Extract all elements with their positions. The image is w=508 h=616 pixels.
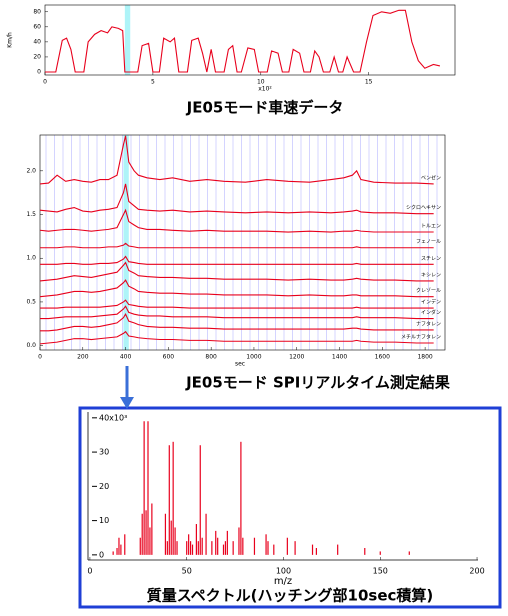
y-tick-label: 2.0 xyxy=(26,167,36,174)
y-tick-label: 40x10³ xyxy=(99,413,127,422)
series-label: クレゾール xyxy=(416,288,441,294)
data-line xyxy=(39,183,434,215)
chart-title: JE05モード SPIリアルタイム測定結果 xyxy=(185,374,451,392)
chart-title: JE05モード車速データ xyxy=(186,99,344,117)
x-tick-label: 1200 xyxy=(289,354,304,361)
x-tick-label: 0 xyxy=(38,354,42,361)
series-label: インダン xyxy=(421,309,441,316)
series-label: ナフタレン xyxy=(416,320,441,327)
x-tick-label: 1400 xyxy=(332,354,347,361)
arrow-head xyxy=(120,397,134,409)
series-label: トルエン xyxy=(421,224,441,230)
data-line xyxy=(40,255,434,265)
y-tick-label: 10 xyxy=(99,516,109,525)
data-line xyxy=(40,305,434,320)
series-label: フェノール xyxy=(416,239,441,245)
x-tick-label: 10 xyxy=(257,79,265,86)
y-tick-label: 1.5 xyxy=(26,211,36,218)
y-tick-label: 60 xyxy=(33,23,41,30)
data-line xyxy=(45,9,441,73)
x-tick-label: 400 xyxy=(120,354,132,361)
data-line xyxy=(39,208,434,233)
x-tick-label: 600 xyxy=(163,354,175,361)
x-tick-label: 1800 xyxy=(417,354,432,361)
series-label: メチルナフタレン xyxy=(401,334,441,341)
y-tick-label: 80 xyxy=(33,8,41,15)
y-tick-label: 0 xyxy=(99,550,104,559)
y-tick-label: 20 xyxy=(99,482,109,491)
x-tick-label: 200 xyxy=(469,567,484,576)
data-line xyxy=(39,330,434,345)
x-tick-label: 0 xyxy=(43,79,47,86)
series-label: スチレン xyxy=(421,256,441,262)
y-tick-label: 0.5 xyxy=(26,298,36,305)
x-tick-label: 50 xyxy=(182,567,192,576)
plot-frame xyxy=(44,4,456,76)
x-tick-label: 1600 xyxy=(375,354,390,361)
x-tick-label: 100 xyxy=(276,567,291,576)
series-label: ベンゼン xyxy=(421,174,441,181)
x-tick-label: 15 xyxy=(365,79,373,86)
y-tick-label: 40 xyxy=(33,38,41,45)
highlight-band xyxy=(123,135,129,350)
data-line xyxy=(39,135,434,185)
x-tick-label: 0 xyxy=(87,567,92,576)
x-tick-label: 200 xyxy=(77,354,89,361)
y-tick-label: 30 xyxy=(99,448,109,457)
x-axis-label: x10² xyxy=(258,86,272,93)
y-tick-label: 20 xyxy=(33,53,41,60)
data-line xyxy=(39,261,434,282)
y-axis-label: Km/h xyxy=(7,32,14,48)
chart-title: 質量スペクトル(ハッチング部10sec積算) xyxy=(147,587,434,605)
series-label: キシレン xyxy=(421,272,441,278)
x-tick-label: 1000 xyxy=(246,354,261,361)
y-tick-label: 0 xyxy=(37,68,41,75)
y-tick-label: 0.0 xyxy=(26,342,36,349)
data-line xyxy=(39,279,434,298)
data-line xyxy=(40,299,434,309)
x-tick-label: 800 xyxy=(205,354,217,361)
data-line xyxy=(40,242,434,249)
series-label: シクロヘキサン xyxy=(406,205,441,211)
x-axis-label: sec xyxy=(235,361,245,368)
data-line xyxy=(40,312,434,332)
highlight-band xyxy=(124,5,131,75)
x-tick-label: 5 xyxy=(151,79,155,86)
x-axis-label: m/z xyxy=(274,576,292,587)
spectrum-frame xyxy=(78,406,502,609)
plot-frame xyxy=(39,134,446,351)
x-tick-label: 150 xyxy=(373,567,388,576)
series-label: インデン xyxy=(421,299,441,306)
y-tick-label: 1.0 xyxy=(26,255,36,262)
